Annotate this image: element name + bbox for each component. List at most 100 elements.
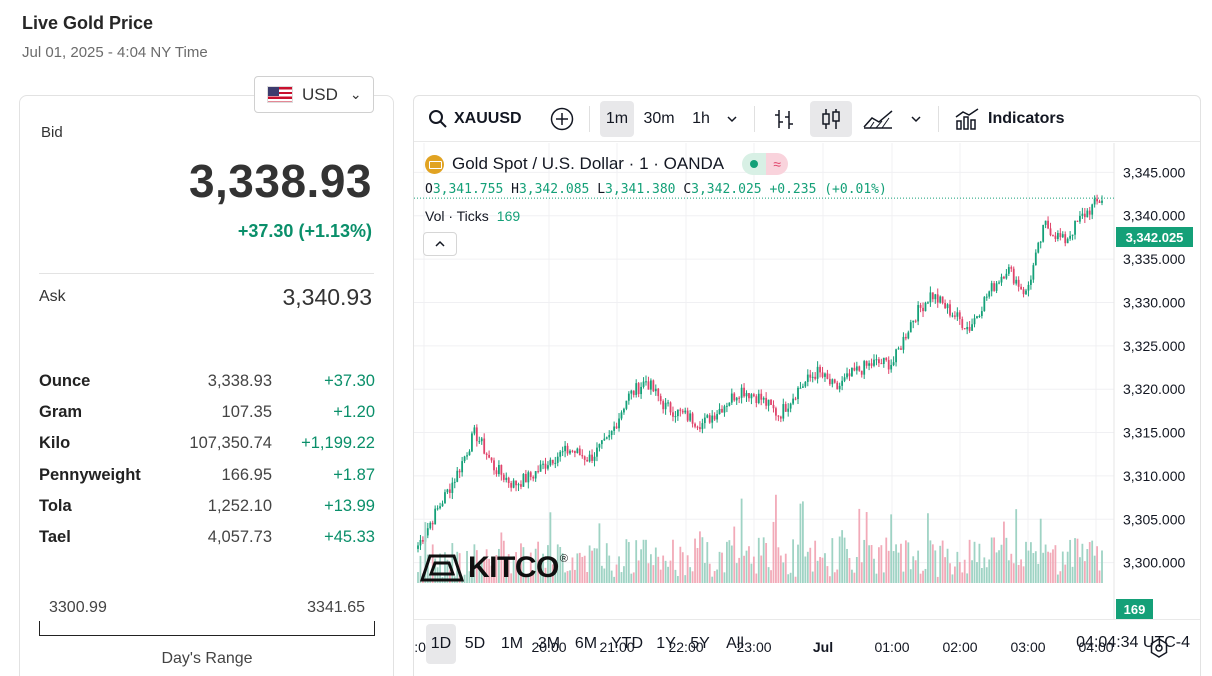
volume-bar <box>787 574 790 583</box>
interval-dropdown-button[interactable] <box>720 101 744 137</box>
range-all-button[interactable]: All <box>726 635 744 652</box>
unit-change: +45.33 <box>324 528 375 547</box>
market-status-badges[interactable]: ≈ <box>742 153 789 175</box>
volume-legend: Vol · Ticks 169 <box>425 208 520 224</box>
volume-bar <box>880 545 883 583</box>
candle-body <box>958 312 961 320</box>
candle-body <box>417 545 419 549</box>
range-5d-button[interactable]: 5D <box>464 635 486 652</box>
candle-body <box>752 394 755 397</box>
volume-bar <box>1061 551 1064 583</box>
candle-body <box>713 415 716 420</box>
interval-30m-button[interactable]: 30m <box>643 110 675 127</box>
interval-1h-button[interactable]: 1h <box>692 110 710 127</box>
chart-clock[interactable]: 04:04:34 UTC-4 <box>1076 634 1190 651</box>
candle-body <box>821 372 824 377</box>
volume-bar <box>696 547 699 583</box>
candle-body <box>1083 213 1086 218</box>
candle-body <box>699 427 701 430</box>
volume-bar <box>556 544 559 583</box>
volume-bar <box>853 572 856 583</box>
candle-body <box>1061 234 1064 238</box>
candle-body <box>931 292 934 300</box>
candle-body <box>892 362 895 365</box>
range-6m-button[interactable]: 6M <box>574 635 598 652</box>
chart-settings-button[interactable] <box>1148 637 1170 664</box>
symbol-search-button[interactable]: XAUUSD <box>424 101 524 137</box>
candle-body <box>890 364 893 370</box>
volume-bar <box>642 539 645 583</box>
range-5y-button[interactable]: 5Y <box>690 635 710 652</box>
compare-symbol-button[interactable] <box>546 101 578 137</box>
volume-bar <box>1010 553 1013 583</box>
range-1d-button[interactable]: 1D <box>426 624 456 664</box>
indicators-button[interactable]: Indicators <box>950 101 1076 137</box>
bar-chart-style-button[interactable] <box>767 101 801 137</box>
candle-body <box>846 373 848 378</box>
candle-body <box>446 489 449 493</box>
price-chart[interactable]: 3,345.000 3,340.000 3,335.000 3,330.000 3,32… <box>414 143 1201 619</box>
candle-body <box>458 470 461 473</box>
volume-bar <box>1047 551 1049 583</box>
volume-bar <box>571 557 574 583</box>
chart-style-dropdown-button[interactable] <box>904 101 928 137</box>
candle-body <box>963 328 966 330</box>
candle-body <box>1030 279 1032 285</box>
candle-body <box>757 393 760 404</box>
volume-bar <box>868 545 870 583</box>
candles-chart-style-button[interactable] <box>810 101 852 137</box>
volume-bar <box>843 537 846 583</box>
candle-body <box>493 460 495 471</box>
price-tick: 3,345.000 <box>1123 164 1185 180</box>
volume-bar <box>951 574 954 583</box>
candle-body <box>843 377 846 381</box>
interval-1m-button[interactable]: 1m <box>600 101 634 137</box>
area-chart-style-button[interactable] <box>860 101 896 137</box>
unit-price: 3,338.93 <box>207 372 272 391</box>
volume-bar <box>618 556 620 583</box>
candle-body <box>1049 228 1052 236</box>
volume-bar <box>961 572 964 583</box>
volume-bar <box>551 564 554 583</box>
volume-bar <box>919 573 922 583</box>
volume-bar <box>902 571 905 583</box>
candle-body <box>860 370 863 375</box>
volume-bar <box>995 552 998 583</box>
range-3m-button[interactable]: 3M <box>537 635 561 652</box>
volume-bar <box>804 556 807 583</box>
volume-bar <box>716 569 718 583</box>
collapse-legend-button[interactable] <box>423 232 457 256</box>
candle-body <box>652 380 655 392</box>
range-1m-button[interactable]: 1M <box>500 635 524 652</box>
volume-bar <box>471 563 473 583</box>
volume-bar <box>475 550 478 583</box>
day-range-low: 3300.99 <box>49 599 107 616</box>
candle-body <box>1071 234 1074 236</box>
volume-bar <box>726 541 728 583</box>
volume-bar <box>505 561 508 583</box>
chart-pane[interactable]: 3,345.000 3,340.000 3,335.000 3,330.000 3,32… <box>414 143 1201 658</box>
candle-body <box>1086 210 1089 218</box>
candle-body <box>647 381 650 390</box>
volume-bar <box>1093 555 1096 583</box>
currency-select[interactable]: USD ⌄ <box>254 76 374 113</box>
range-ytd-button[interactable]: YTD <box>611 635 643 652</box>
candle-body <box>998 282 1000 284</box>
candle-body <box>743 387 745 397</box>
candle-body <box>436 508 439 510</box>
volume-bar <box>777 547 780 583</box>
candle-body <box>831 379 834 385</box>
volume-bar <box>941 540 944 583</box>
volume-bar <box>721 552 723 583</box>
candle-body <box>976 316 978 319</box>
unit-name: Tola <box>39 496 72 515</box>
range-1y-button[interactable]: 1Y <box>656 635 676 652</box>
unit-change: +1,199.22 <box>301 434 375 453</box>
volume-bar <box>446 559 449 583</box>
volume-bar <box>608 555 611 583</box>
candle-body <box>1034 252 1037 266</box>
candle-body <box>561 451 564 453</box>
candle-body <box>909 322 912 333</box>
volume-bar <box>789 572 792 583</box>
candle-body <box>924 302 927 312</box>
